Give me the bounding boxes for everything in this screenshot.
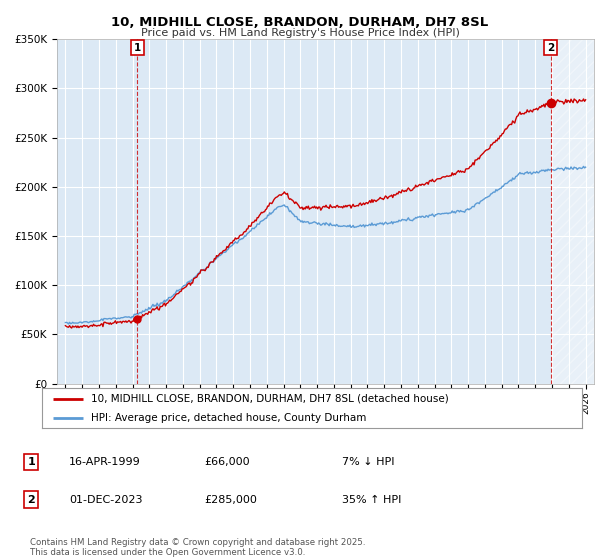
Text: 35% ↑ HPI: 35% ↑ HPI (342, 494, 401, 505)
Text: 2: 2 (28, 494, 35, 505)
Text: Price paid vs. HM Land Registry's House Price Index (HPI): Price paid vs. HM Land Registry's House … (140, 28, 460, 38)
Text: £285,000: £285,000 (204, 494, 257, 505)
Text: Contains HM Land Registry data © Crown copyright and database right 2025.
This d: Contains HM Land Registry data © Crown c… (30, 538, 365, 557)
Bar (551, 39, 594, 384)
Text: 16-APR-1999: 16-APR-1999 (69, 457, 141, 467)
Text: 7% ↓ HPI: 7% ↓ HPI (342, 457, 395, 467)
Text: 10, MIDHILL CLOSE, BRANDON, DURHAM, DH7 8SL: 10, MIDHILL CLOSE, BRANDON, DURHAM, DH7 … (112, 16, 488, 29)
Text: 01-DEC-2023: 01-DEC-2023 (69, 494, 143, 505)
Text: 1: 1 (28, 457, 35, 467)
Text: 10, MIDHILL CLOSE, BRANDON, DURHAM, DH7 8SL (detached house): 10, MIDHILL CLOSE, BRANDON, DURHAM, DH7 … (91, 394, 448, 404)
Text: 2: 2 (547, 43, 554, 53)
Text: HPI: Average price, detached house, County Durham: HPI: Average price, detached house, Coun… (91, 413, 366, 422)
Text: 1: 1 (134, 43, 141, 53)
Text: £66,000: £66,000 (204, 457, 250, 467)
